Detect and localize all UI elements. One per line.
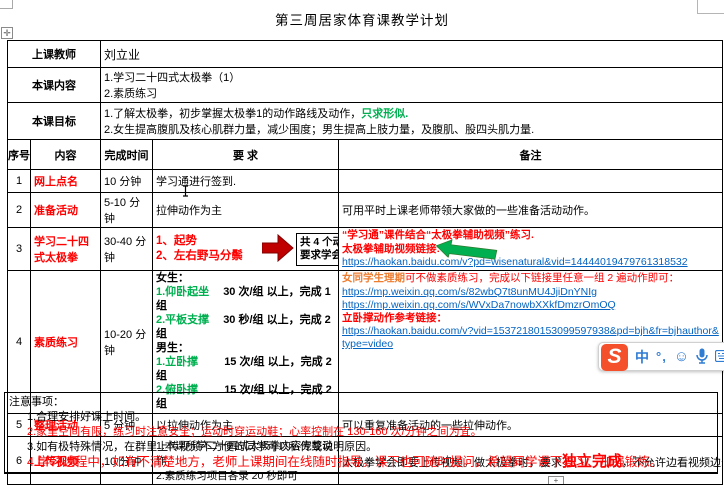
- header-content: 内容: [30, 139, 101, 170]
- note-item-1: 1.合理安排好课上时间。: [27, 411, 147, 423]
- row5-remark: 可以重复准备活动的一些拉伸动作。: [337, 413, 724, 438]
- class-content-line: 2.素质练习: [104, 88, 158, 100]
- taiji-move-item: 1、起势: [156, 234, 197, 247]
- row2-remark: 可用平时上课老师带领大家做的一些准备活动动作。: [337, 192, 724, 228]
- row1-requirement: 学习通进行签到.: [152, 169, 339, 193]
- row1-time: 10 分钟: [100, 169, 153, 193]
- row2-content: 准备活动: [30, 192, 101, 228]
- header-remark: 备注: [337, 139, 724, 170]
- note-item-2: 2.家里空间有限，练习时注意安全；运动时穿运动鞋；心率控制在 130-160 次…: [27, 426, 482, 438]
- row4-content: 素质练习: [30, 270, 101, 415]
- exercise-item: 2.平板支撑 30 秒/组 以上，完成 2 组: [156, 314, 331, 341]
- ime-language-toggle[interactable]: 中: [635, 348, 649, 365]
- lesson-plan-table: 上课教师 刘立业 本课内容 1.学习二十四式太极拳（1） 2.素质练习 本课目标…: [7, 40, 724, 485]
- header-no: 序号: [7, 139, 31, 170]
- teacher-label: 上课教师: [7, 40, 101, 68]
- note-item-3: 3.如有极特殊情况，在群里上传视频不方便的同学可以私传或说明原因。: [27, 441, 378, 453]
- margin-crop-mark-vertical: [697, 0, 698, 13]
- class-goal-line1: 1.了解太极拳，初步掌握太极拳1的动作路线及动作，只求形似.: [104, 108, 409, 120]
- ime-punctuation-toggle[interactable]: °,: [656, 349, 667, 364]
- row-class-goal: 本课目标 1.了解太极拳，初步掌握太极拳1的动作路线及动作，只求形似. 2.女生…: [7, 102, 724, 140]
- row6-no: 6: [7, 436, 31, 485]
- burpee-reference-label: 立卧撑动作参考链接：: [342, 311, 447, 324]
- page-corner-box: [0, 0, 13, 9]
- weixin-hyperlink-1[interactable]: https://mp.weixin.qq.com/s/82wbQ7t8unMU4…: [342, 285, 598, 298]
- row2-time: 5-10 分钟: [100, 192, 153, 228]
- goal-highlight-text: 只求形似.: [361, 108, 409, 120]
- exercise-item: 2.俯卧撑 15 次/组 以上，完成 2 组: [156, 384, 332, 411]
- row3-time: 30-40 分钟: [100, 226, 153, 272]
- row2-no: 2: [7, 192, 31, 228]
- green-down-left-arrow-icon: [435, 239, 498, 264]
- boys-section-label: 男生：: [156, 342, 189, 355]
- ime-toolbar: S 中 °, ☺: [598, 342, 724, 371]
- exercise-item: 1.立卧撑 15 次/组 以上，完成 2 组: [156, 356, 332, 383]
- class-goal-label: 本课目标: [7, 102, 101, 140]
- row-teacher: 上课教师 刘立业: [7, 40, 724, 68]
- teacher-value: 刘立业: [99, 40, 724, 68]
- sogou-logo-icon[interactable]: S: [601, 343, 628, 371]
- girls-section-label: 女生：: [156, 272, 189, 285]
- row3-content: 学习二十四式太极拳: [30, 226, 101, 272]
- note-item-4: 4.学习过程中，如有不清楚地方，老师上课期间在线随时指导。课下也可随时提问。希望…: [27, 455, 663, 469]
- notes-section: 注意事项： 1.合理安排好课上时间。 2.家里空间有限，练习时注意安全；运动时穿…: [4, 392, 718, 474]
- exercise-item: 1.仰卧起坐 30 次/组 以上，完成 1 组: [156, 286, 331, 313]
- callout-box: 共 4 个动作 要求学会.: [296, 232, 338, 266]
- row6-remark: 太极拳学会即要上传视频。做太极拳时，要求独立完成，不允许边看视频边录。: [337, 436, 724, 485]
- row6-content: 上传视频: [30, 436, 101, 485]
- table-row: 1 网上点名 10 分钟 学习通进行签到.: [7, 169, 724, 193]
- keyboard-icon[interactable]: [715, 349, 724, 364]
- table-row: 2 准备活动 5-10 分钟 拉伸动作为主 可用平时上课老师带领大家做的一些准备…: [7, 192, 724, 228]
- row5-requirement: 以拉伸动作为主: [152, 413, 339, 438]
- margin-crop-mark-horizontal: [697, 13, 724, 14]
- table-row: 3 学习二十四式太极拳 30-40 分钟 1、起势 2、左右野马分鬃 共 4 个…: [7, 226, 724, 272]
- red-right-arrow-icon: [261, 233, 294, 265]
- class-content-label: 本课内容: [7, 67, 101, 103]
- burpee-video-hyperlink[interactable]: https://haokan.baidu.com/v?vid=153721801…: [342, 324, 719, 351]
- period-note-text: 女同学生理期可不做素质练习，完成以下链接里任意一组 2 遍动作即可：: [342, 272, 680, 285]
- row3-no: 3: [7, 226, 31, 272]
- row1-content: 网上点名: [30, 169, 101, 193]
- row1-no: 1: [7, 169, 31, 193]
- independent-completion-emphasis: 独立完成: [562, 453, 623, 471]
- header-requirement: 要 求: [152, 139, 339, 170]
- remark-red-text: “学习通”课件结合“太极拳辅助视频”练习.: [342, 229, 534, 241]
- weixin-hyperlink-2[interactable]: https://mp.weixin.qq.com/s/WVxDa7nowbXXk…: [342, 298, 616, 311]
- row6-time: 10 分钟: [100, 436, 153, 485]
- document-title: 第三周居家体育课教学计划: [275, 13, 449, 28]
- remark-red-text: 太极拳辅助视频链接:: [342, 242, 440, 255]
- class-goal-line2: 2.女生提高腹肌及核心肌群力量，减少围度；男生提高上肢力量，及腹肌、股四头肌力量…: [104, 124, 535, 136]
- table-header-row: 序号 内容 完成时间 要 求 备注: [7, 139, 724, 170]
- microphone-icon[interactable]: [696, 348, 708, 366]
- row-class-content: 本课内容 1.学习二十四式太极拳（1） 2.素质练习: [7, 67, 724, 103]
- row3-remark: “学习通”课件结合“太极拳辅助视频”练习. 太极拳辅助视频链接: https:/…: [337, 226, 724, 272]
- notes-title: 注意事项：: [9, 396, 64, 408]
- table-move-handle[interactable]: ✛: [1, 27, 13, 39]
- header-time: 完成时间: [100, 139, 153, 170]
- row2-requirement: 拉伸动作为主: [152, 192, 339, 228]
- row4-remark: 女同学生理期可不做素质练习，完成以下链接里任意一组 2 遍动作即可： https…: [337, 270, 724, 415]
- row3-requirement: 1、起势 2、左右野马分鬃 共 4 个动作 要求学会.: [152, 226, 339, 272]
- table-row: 5 整理活动 5 分钟 以拉伸动作为主 可以重复准备活动的一些拉伸动作。: [7, 413, 724, 438]
- emoji-icon[interactable]: ☺: [673, 348, 690, 365]
- row1-remark: [337, 169, 724, 193]
- class-content-line: 1.学习二十四式太极拳（1）: [104, 72, 241, 84]
- row5-time: 5 分钟: [100, 413, 153, 438]
- taiji-move-item: 2、左右野马分鬃: [156, 250, 243, 263]
- taiji-video-hyperlink[interactable]: https://haokan.baidu.com/v?pd=wisenatura…: [342, 256, 688, 269]
